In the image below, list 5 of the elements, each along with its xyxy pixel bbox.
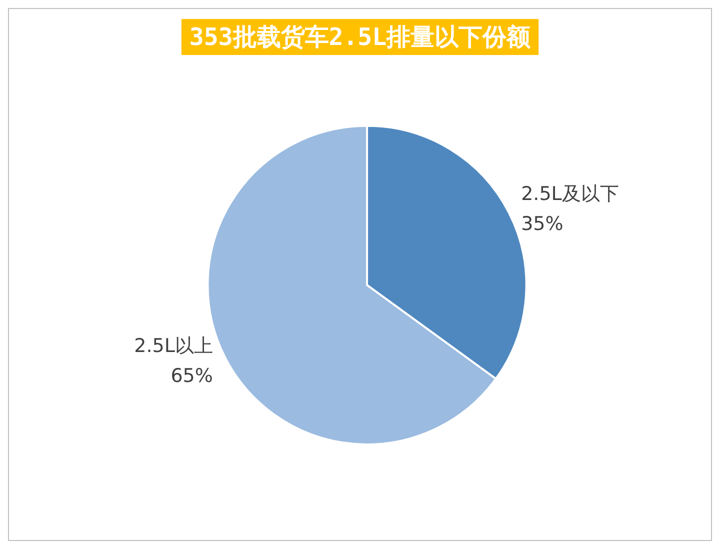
slice-label: 2.5L以上 xyxy=(134,335,213,358)
chart-title: 353批载货车2.5L排量以下份额 xyxy=(189,23,532,51)
data-label: 65% xyxy=(170,365,213,388)
data-label: 35% xyxy=(521,213,564,236)
slice-label: 2.5L及以下 xyxy=(521,183,619,206)
